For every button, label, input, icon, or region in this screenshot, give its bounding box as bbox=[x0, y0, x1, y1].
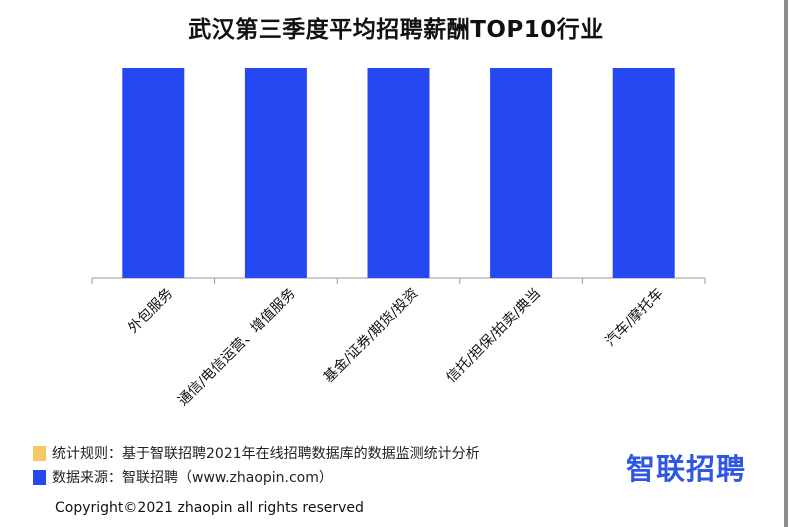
x-tick-label-3: 基金/证券/期货/投资 bbox=[320, 285, 421, 386]
copyright-text: Copyright©2021 zhaopin all rights reserv… bbox=[55, 500, 364, 516]
legend-item-source: 数据来源：智联招聘（www.zhaopin.com） bbox=[33, 467, 333, 487]
legend-swatch-blue bbox=[33, 469, 46, 485]
bar-1 bbox=[122, 68, 185, 278]
chart-title: 武汉第三季度平均招聘薪酬TOP10行业 bbox=[188, 17, 604, 43]
x-tick-label-2: 通信/电信运营、增值服务 bbox=[175, 286, 299, 410]
x-tick-label-5: 汽车/摩托车 bbox=[602, 285, 667, 350]
bar-3 bbox=[367, 68, 430, 278]
bar-5 bbox=[612, 68, 675, 278]
brand-logo: 智联招聘 bbox=[626, 452, 747, 486]
x-tick-label-4: 信托/担保/拍卖/典当 bbox=[443, 286, 544, 387]
legend-item-rule: 统计规则：基于智联招聘2021年在线招聘数据库的数据监测统计分析 bbox=[33, 443, 480, 463]
x-tick-label-1: 外包服务 bbox=[125, 286, 176, 337]
bar-2 bbox=[244, 68, 307, 278]
legend-label-source: 数据来源：智联招聘（www.zhaopin.com） bbox=[52, 470, 333, 486]
legend-label-rule: 统计规则：基于智联招聘2021年在线招聘数据库的数据监测统计分析 bbox=[52, 446, 480, 462]
bar-chart: 外包服务 通信/电信运营、增值服务 基金/证券/期货/投资 信托/担保/拍卖/典当 汽车… bbox=[91, 68, 706, 410]
bar-4 bbox=[490, 68, 553, 278]
legend-swatch-yellow bbox=[33, 445, 46, 461]
